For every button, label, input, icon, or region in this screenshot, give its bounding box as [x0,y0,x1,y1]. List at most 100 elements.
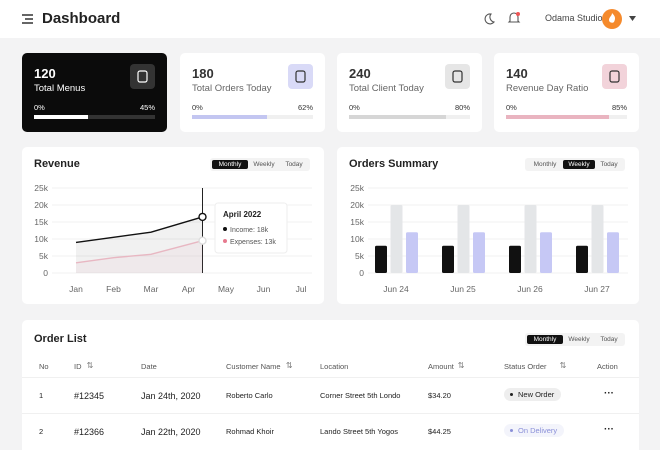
x-tick-label: Jun 27 [584,284,610,294]
stat-label: Revenue Day Ratio [506,83,589,94]
table-cell: 1 [39,391,44,400]
x-tick-label: Jul [296,284,307,294]
progress-bar [34,115,89,119]
tooltip-item: Income: 18k [230,227,269,234]
bar [442,245,454,273]
line-point [198,212,207,222]
y-tick-label: 5k [355,251,365,261]
line-area [76,240,203,273]
x-tick-label: Jun 24 [383,284,409,294]
menu-icon[interactable] [22,14,34,24]
page-title: Dashboard [42,10,121,27]
column-header: Location [320,362,349,371]
toggle-button[interactable]: Weekly [253,161,275,168]
row-divider [22,413,639,414]
progress-track [34,115,155,119]
table-cell: #12345 [74,391,105,401]
bar [607,232,619,273]
column-header: Customer Name [226,362,281,371]
theme-icon[interactable] [482,12,496,26]
table-cell: $44.25 [428,427,451,436]
y-tick-label: 10k [34,234,48,244]
stat-label: Total Client Today [349,83,424,94]
status-badge: New Order [504,388,562,401]
toggle-button[interactable]: Monthly [533,161,557,168]
card-title: Order List [34,333,87,345]
toggle-button[interactable]: Weekly [563,160,595,169]
column-header: Action [597,362,618,371]
status-dot [510,429,513,432]
stat-max: 80% [454,103,470,112]
y-tick-label: 25k [34,183,48,193]
x-tick-label: Jun [257,284,271,294]
bar [591,205,604,273]
user-name: Odama Studio [545,13,603,23]
line-series [75,240,203,264]
stat-min: 0% [192,103,203,112]
y-tick-label: 15k [34,217,48,227]
x-tick-label: May [218,284,235,294]
table-cell: Corner Street 5th Londo [320,391,401,400]
table-cell: #12366 [74,427,105,437]
y-tick-label: 25k [350,183,364,193]
table-cell: 2 [39,427,44,436]
stat-value: 180 [192,66,214,81]
table-cell: Jan 22th, 2020 [141,427,201,437]
stat-card: 140 Revenue Day Ratio 0% 85% [494,53,639,132]
x-tick-label: Jun 25 [450,284,476,294]
stat-label: Total Menus [34,83,86,94]
action-button[interactable]: ··· [604,424,614,435]
y-tick-label: 5k [39,251,49,261]
bar [524,205,537,273]
stat-card: 120 Total Menus 0% 45% [22,53,167,132]
stat-max: 85% [611,103,627,112]
stat-value: 140 [506,66,528,81]
table-cell: Rohmad Khoir [226,427,274,436]
column-header: Amount [428,362,454,371]
x-tick-label: Apr [182,284,195,294]
bar [576,245,588,273]
table-cell: Roberto Carlo [226,391,273,400]
sort-icon: ⇅ [559,361,567,370]
column-header: Date [141,362,157,371]
x-tick-label: Jan [69,284,83,294]
line-series [75,216,203,244]
sort-icon: ⇅ [457,361,465,370]
card-title: Revenue [34,158,80,170]
x-tick-label: Feb [106,284,121,294]
table-cell: $34.20 [428,391,451,400]
stat-icon [130,64,155,89]
toggle-button[interactable]: Today [600,336,618,343]
bar [375,245,387,273]
progress-bar [506,115,609,119]
stat-min: 0% [349,103,360,112]
tooltip-item: Expenses: 13k [230,239,276,246]
tooltip-title: April 2022 [223,210,262,219]
action-button[interactable]: ··· [604,388,614,399]
table-cell: Lando Street 5th Yogos [320,427,398,436]
stat-value: 240 [349,66,371,81]
toggle-button[interactable]: Monthly [212,160,248,169]
tooltip [214,202,288,254]
progress-bar [192,115,268,119]
stat-icon [445,64,470,89]
tooltip-dot [223,239,227,243]
toggle-button[interactable]: Weekly [568,336,590,343]
toggle-button[interactable]: Monthly [527,335,563,344]
toggle-button[interactable]: Today [600,161,618,168]
y-tick-label: 20k [350,200,364,210]
avatar[interactable] [602,8,640,30]
stat-card: 240 Total Client Today 0% 80% [337,53,482,132]
row-divider [22,377,639,378]
column-header: ID [74,362,82,371]
bar [457,205,470,273]
column-header: No [39,362,49,371]
stat-value: 120 [34,66,56,81]
top-bar: Dashboard Odama Studio [0,0,660,38]
progress-bar [349,115,446,119]
notification-icon[interactable] [507,11,521,26]
toggle-button[interactable]: Today [285,161,303,168]
bar [406,232,418,273]
stat-min: 0% [34,103,45,112]
